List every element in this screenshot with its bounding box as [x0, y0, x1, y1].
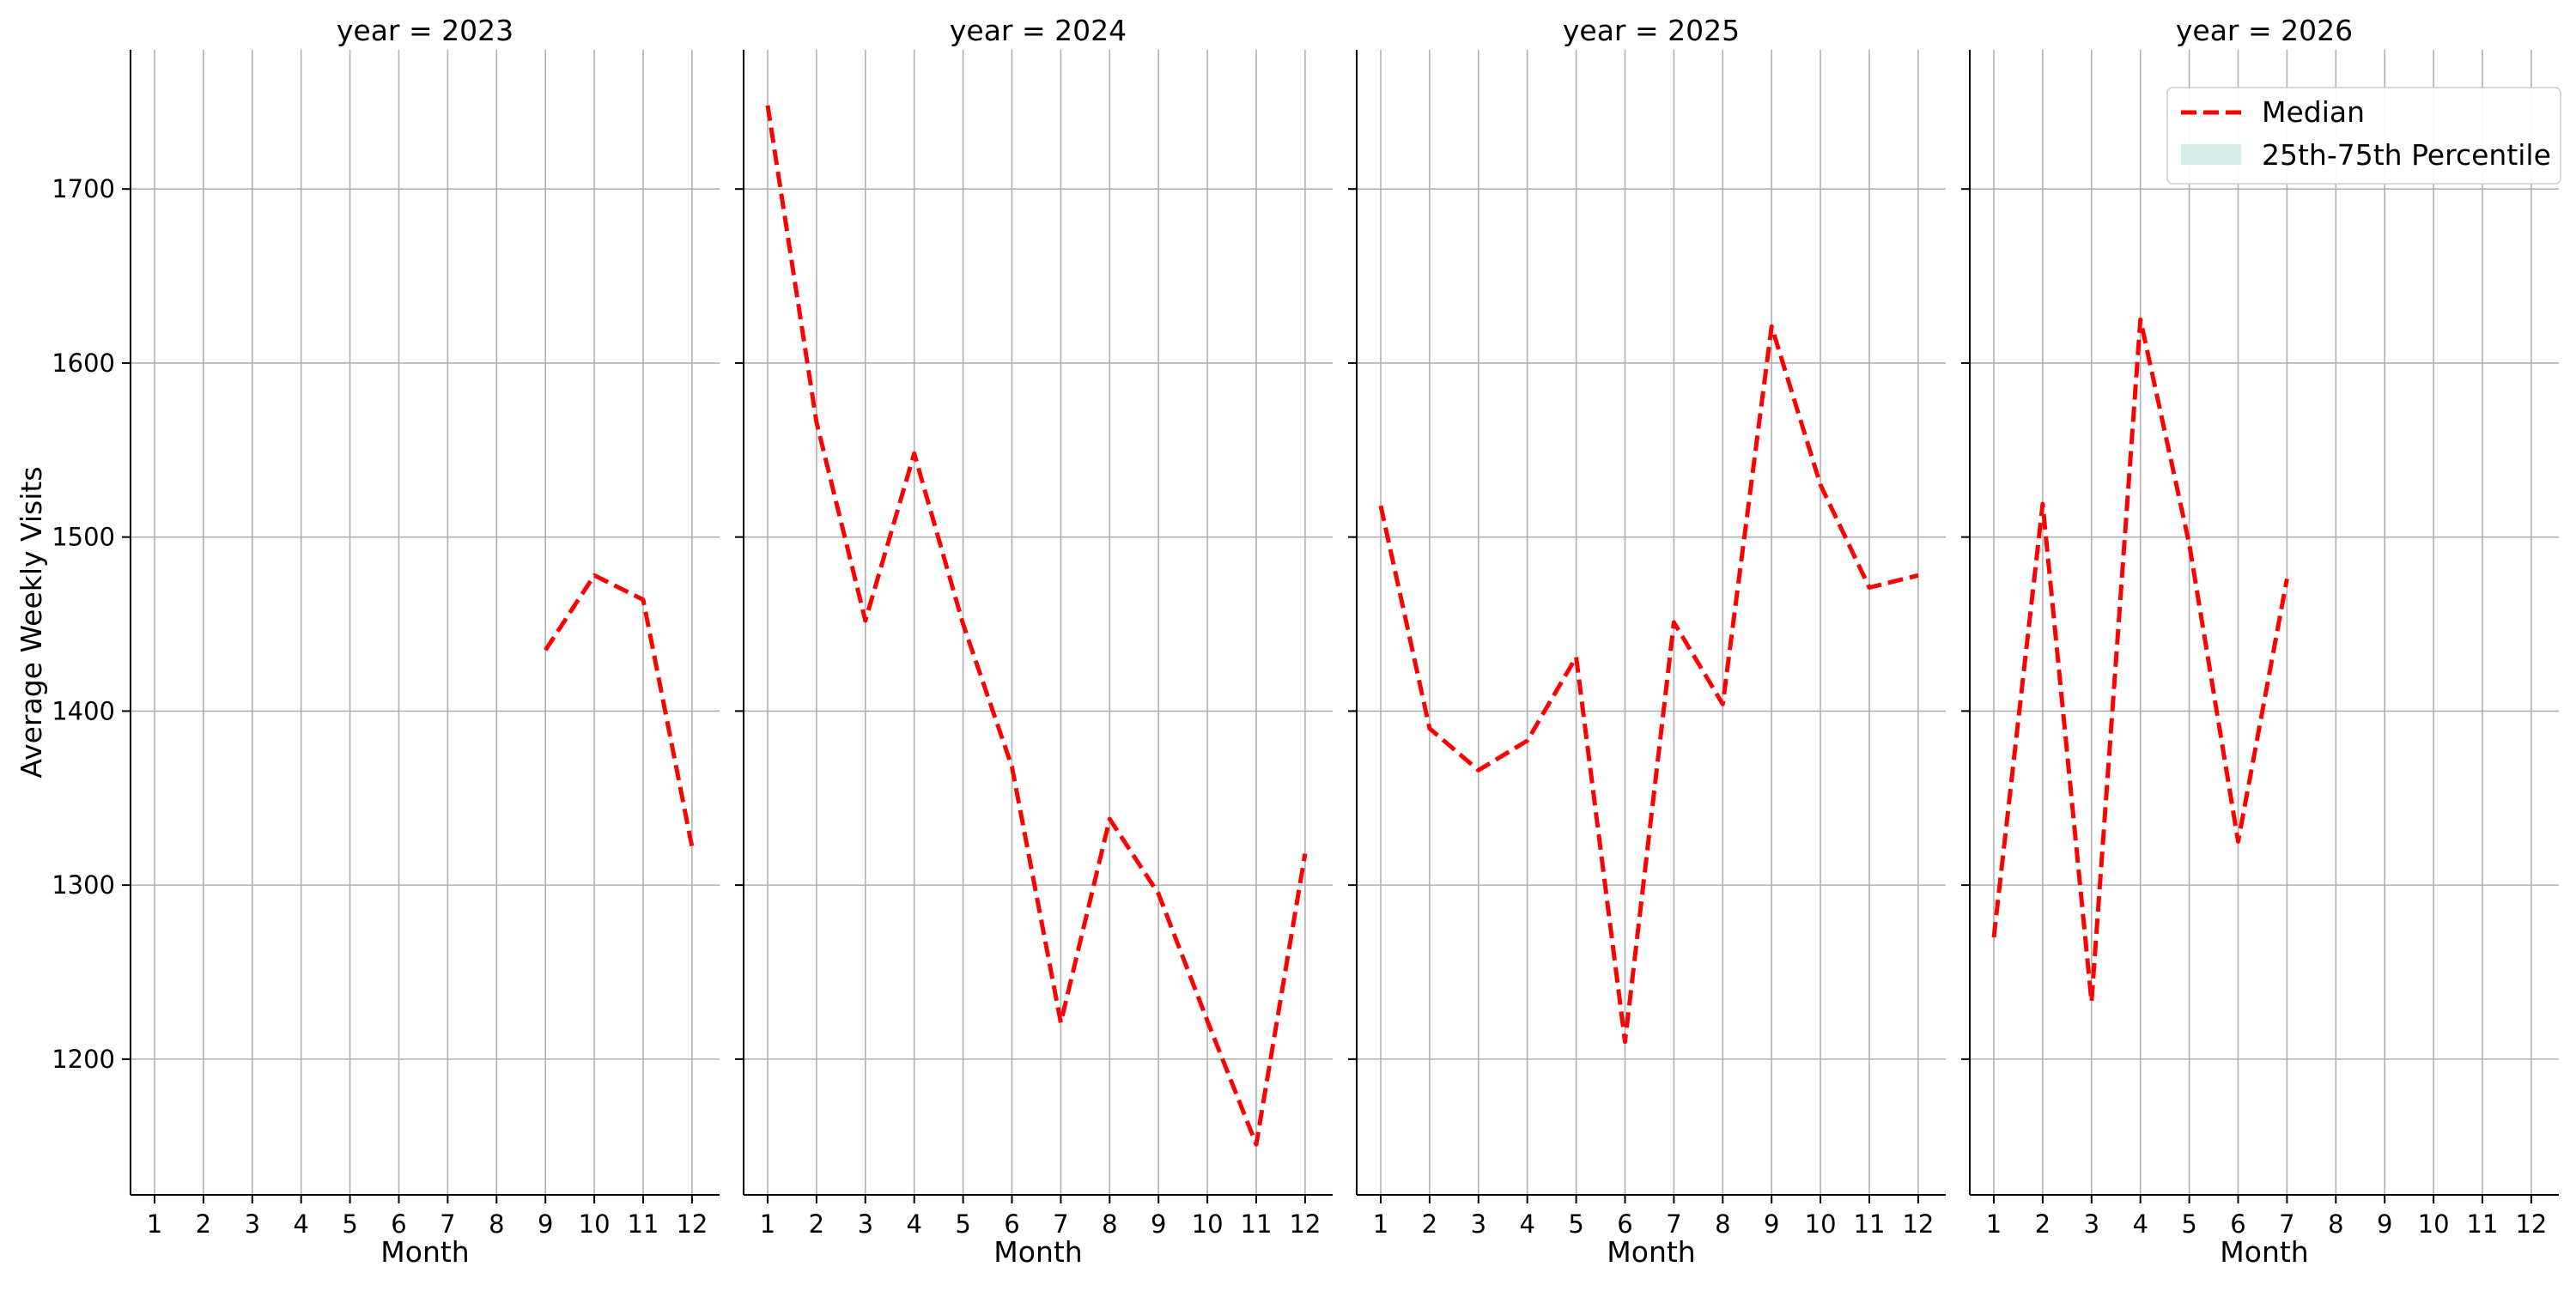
- x-tick-label: 1: [760, 1209, 775, 1239]
- x-tick-label: 8: [1715, 1209, 1730, 1239]
- median-series-line: [1991, 317, 2289, 1004]
- x-tick-label: 8: [2328, 1209, 2343, 1239]
- x-tick-label: 6: [2230, 1209, 2245, 1239]
- x-tick-label: 12: [1289, 1209, 1321, 1239]
- x-tick-label: 12: [1902, 1209, 1934, 1239]
- x-tick-label: 3: [858, 1209, 873, 1239]
- x-tick-label: 9: [538, 1209, 553, 1239]
- x-tick-label: 6: [1617, 1209, 1632, 1239]
- panel-title: year = 2026: [2176, 14, 2353, 47]
- x-tick-label: 12: [676, 1209, 708, 1239]
- x-tick-label: 1: [1986, 1209, 2002, 1239]
- y-tick-label: 1300: [52, 870, 115, 900]
- x-tick-label: 3: [2084, 1209, 2099, 1239]
- y-tick-label: 1400: [52, 696, 115, 725]
- x-tick-label: 7: [1053, 1209, 1068, 1239]
- x-tick-label: 9: [2377, 1209, 2392, 1239]
- x-tick-label: 1: [147, 1209, 162, 1239]
- x-tick-label: 4: [2132, 1209, 2148, 1239]
- x-tick-label: 4: [906, 1209, 921, 1239]
- x-tick-label: 5: [1568, 1209, 1583, 1239]
- x-tick-label: 1: [1373, 1209, 1388, 1239]
- x-tick-label: 11: [1854, 1209, 1886, 1239]
- panel-title: year = 2025: [1563, 14, 1740, 47]
- y-tick-label: 1600: [52, 349, 115, 378]
- x-tick-label: 3: [245, 1209, 260, 1239]
- x-tick-label: 2: [2035, 1209, 2050, 1239]
- x-tick-label: 5: [2181, 1209, 2196, 1239]
- x-tick-label: 12: [2515, 1209, 2547, 1239]
- x-tick-label: 11: [628, 1209, 659, 1239]
- x-tick-label: 11: [2467, 1209, 2499, 1239]
- x-tick-label: 10: [2418, 1209, 2450, 1239]
- x-axis-label: Month: [2220, 1235, 2308, 1269]
- x-axis-label: Month: [993, 1235, 1082, 1269]
- x-tick-label: 4: [293, 1209, 308, 1239]
- x-axis-label: Month: [1607, 1235, 1695, 1269]
- x-tick-label: 2: [809, 1209, 824, 1239]
- x-tick-label: 6: [391, 1209, 406, 1239]
- x-tick-label: 4: [1519, 1209, 1534, 1239]
- x-tick-label: 11: [1241, 1209, 1273, 1239]
- x-tick-label: 6: [1004, 1209, 1019, 1239]
- x-tick-label: 10: [1805, 1209, 1837, 1239]
- y-tick-label: 1200: [52, 1045, 115, 1074]
- x-tick-label: 2: [1422, 1209, 1437, 1239]
- x-tick-label: 7: [440, 1209, 455, 1239]
- x-tick-label: 8: [1102, 1209, 1117, 1239]
- median-series-line: [1378, 324, 1919, 1045]
- x-tick-label: 9: [1151, 1209, 1166, 1239]
- legend-percentile-label: 25th-75th Percentile: [2262, 138, 2551, 172]
- median-series-line: [544, 573, 695, 847]
- x-tick-label: 10: [1192, 1209, 1224, 1239]
- y-axis-label: Average Weekly Visits: [15, 466, 48, 778]
- panel-title: year = 2023: [337, 14, 513, 47]
- x-tick-label: 7: [1666, 1209, 1681, 1239]
- x-tick-label: 2: [196, 1209, 211, 1239]
- x-tick-label: 3: [1471, 1209, 1486, 1239]
- median-series-line: [765, 105, 1308, 1147]
- x-tick-label: 7: [2279, 1209, 2294, 1239]
- x-axis-label: Month: [380, 1235, 469, 1269]
- legend-median-label: Median: [2262, 95, 2365, 129]
- x-tick-label: 10: [579, 1209, 611, 1239]
- x-tick-label: 5: [342, 1209, 357, 1239]
- x-tick-label: 8: [489, 1209, 504, 1239]
- panel-title: year = 2024: [950, 14, 1127, 47]
- x-tick-label: 5: [955, 1209, 970, 1239]
- y-tick-label: 1500: [52, 523, 115, 552]
- legend-box: [2166, 87, 2561, 185]
- y-tick-label: 1700: [52, 174, 115, 203]
- x-tick-label: 9: [1764, 1209, 1779, 1239]
- legend-percentile-swatch: [2181, 144, 2241, 165]
